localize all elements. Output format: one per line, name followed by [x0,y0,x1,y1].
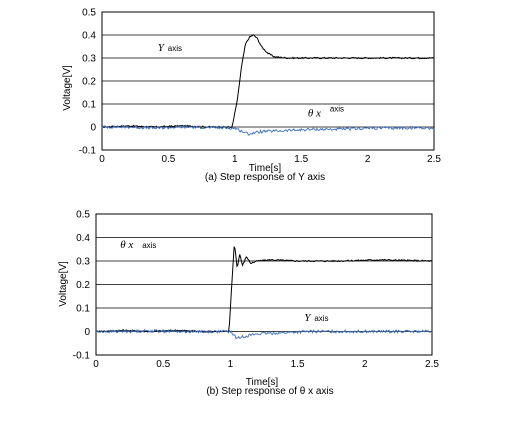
chart-b-caption: (b) Step response of θ x axis [206,386,333,397]
chart-a-ytick-label: -0.1 [79,146,97,157]
chart-a-y-ticks: -0.1 0 0.1 0.2 0.3 0.4 0.5 [79,8,97,157]
chart-a-annotation-suffix: axis [330,105,344,114]
chart-a-xtick-label: 2.5 [427,154,441,165]
chart-b-series [95,246,433,340]
chart-a-plot-frame [101,11,435,151]
chart-b-series-blue-line [95,328,433,340]
chart-a-ytick-label: 0.3 [82,54,96,65]
chart-a-ytick-label: 0.2 [82,77,96,88]
chart-a-xtick-label: 1 [232,154,238,165]
chart-b-y-ticks: -0.1 0 0.1 0.2 0.3 0.4 0.5 [73,210,91,362]
chart-b: -0.100.10.20.30.40.5 0 0.5 1 1.5 2 2.5 θ x axi… [58,210,439,398]
chart-a-series [101,34,435,136]
chart-b-series-black-line [95,246,433,333]
chart-a-ytick-label: 0.4 [82,31,96,42]
chart-b-annotation-label: θ x [120,239,133,251]
chart-b-xtick-label: 0 [93,359,99,370]
chart-a-xlabel: Time[s] [249,163,282,174]
chart-b-ytick-label: 0.2 [76,280,90,291]
chart-b-ylabel: Voltage[V] [58,261,69,307]
chart-b-ytick-label: 0.5 [76,210,90,221]
chart-b-annotation-label: Y [304,312,312,324]
chart-b-plot-frame [95,213,433,356]
chart-b-xlabel: Time[s] [246,377,279,388]
chart-a-xtick-label: 0 [99,154,105,165]
chart-a-annotation-label: θ x [308,108,321,120]
chart-a-series-blue-line [101,124,435,136]
chart-a-xtick-label: 1.5 [294,154,308,165]
chart-b-xtick-label: 1 [228,359,234,370]
chart-a-grid [102,11,434,128]
chart-a-ytick-label: 0 [90,123,96,134]
chart-a-xtick-label: 0.5 [161,154,175,165]
chart-b-grid [96,213,432,332]
chart-a-ytick-label: 0.5 [82,8,96,19]
chart-b-annotation-suffix: axis [314,314,328,323]
chart-b-ytick-label: 0.4 [76,233,90,244]
chart-b-xtick-label: 1.5 [291,359,305,370]
chart-a-caption: (a) Step response of Y axis [205,172,325,183]
chart-b-xtick-label: 0.5 [156,359,170,370]
chart-a-annotation-label: Y [158,42,166,54]
chart-a-ylabel: Voltage[V] [62,65,73,111]
chart-b-ytick-label: 0.1 [76,304,90,315]
chart-b-xtick-label: 2.5 [425,359,439,370]
chart-b-frame [95,213,433,356]
chart-a-frame [101,11,435,151]
chart-b-annotation-suffix: axis [142,241,156,250]
chart-a-x-ticks: 0 0.5 1 1.5 2 2.5 [99,154,441,165]
chart-b-ytick-label: 0 [84,327,90,338]
chart-a-ytick-label: 0.1 [82,100,96,111]
chart-a-xtick-label: 2 [365,154,371,165]
chart-b-ytick-label: -0.1 [73,351,91,362]
chart-b-x-ticks: 0 0.5 1 1.5 2 2.5 [93,359,439,370]
chart-b-ytick-label: 0.3 [76,257,90,268]
chart-a-annotation-suffix: axis [168,44,182,53]
chart-b-xtick-label: 2 [362,359,368,370]
